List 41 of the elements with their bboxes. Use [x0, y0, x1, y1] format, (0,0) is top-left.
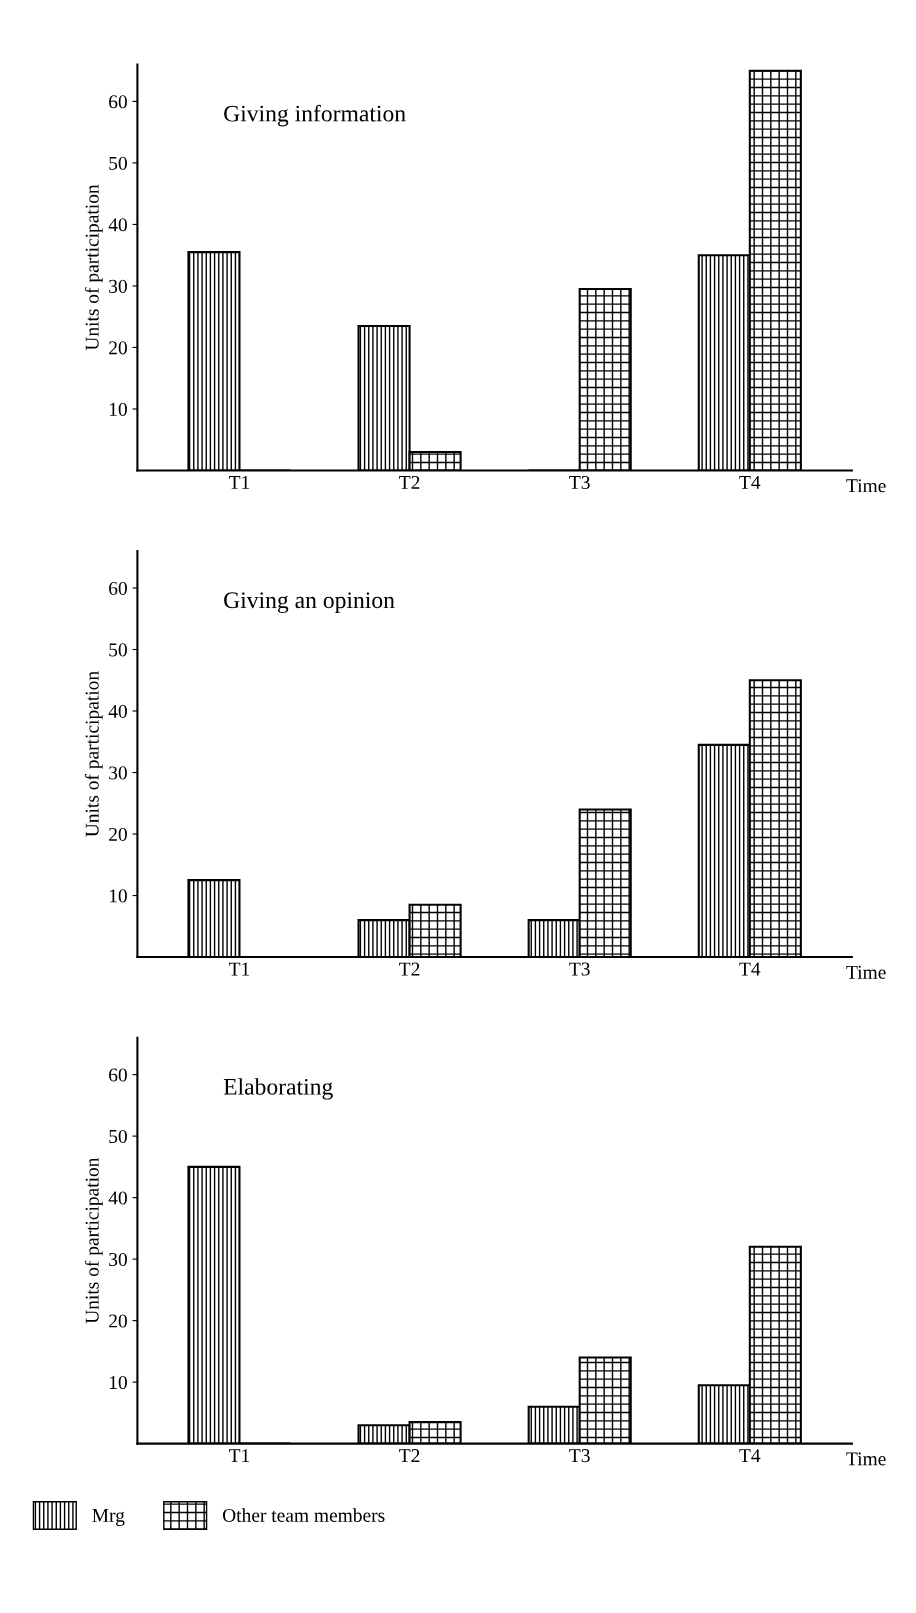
- y-tick-label: 50: [109, 156, 127, 170]
- y-tick-label: 40: [108, 1191, 127, 1205]
- y-tick-label: 20: [109, 827, 127, 841]
- x-axis-title: Time: [846, 965, 886, 979]
- y-tick-label: 10: [109, 402, 127, 416]
- x-tick-label: T4: [739, 476, 761, 489]
- y-tick-label: 40: [108, 218, 127, 232]
- y-tick-label: 50: [109, 1129, 127, 1144]
- y-tick-label: 20: [109, 341, 127, 355]
- text: Giving an opinion: [224, 592, 395, 614]
- y-tick-label: 60: [109, 1068, 127, 1082]
- y-tick-label: 60: [109, 581, 127, 595]
- y-axis-title: Units of participation: [84, 1157, 103, 1324]
- x-tick-label: T3: [569, 962, 590, 976]
- x-tick-label: T3: [569, 1449, 590, 1463]
- y-tick-label: 20: [109, 1314, 127, 1328]
- legend-label: Other team members: [222, 1508, 385, 1522]
- y-tick-label: 30: [109, 279, 127, 293]
- y-tick-label: 30: [109, 766, 127, 780]
- x-tick-label: T2: [399, 962, 420, 976]
- x-axis-title: Time: [846, 479, 886, 493]
- x-axis-title: Time: [846, 1452, 886, 1466]
- y-axis-title: Units of participation: [84, 671, 103, 837]
- x-tick-label: T2: [399, 475, 420, 489]
- x-tick-label: T4: [739, 962, 761, 976]
- text: Giving information: [224, 104, 406, 127]
- x-tick-label: T1: [229, 962, 250, 976]
- y-tick-label: 60: [109, 95, 127, 109]
- y-tick-label: 30: [109, 1252, 127, 1267]
- y-tick-label: 10: [109, 1375, 127, 1390]
- y-tick-label: 10: [109, 889, 127, 903]
- y-tick-label: 50: [109, 643, 127, 657]
- y-tick-label: 40: [108, 704, 127, 718]
- x-tick-label: T1: [229, 1449, 250, 1462]
- x-tick-label: T3: [569, 475, 590, 489]
- x-tick-label: T1: [229, 475, 250, 489]
- text: Elaborating: [223, 1078, 333, 1100]
- x-tick-label: T2: [399, 1449, 420, 1462]
- x-tick-label: T4: [739, 1449, 761, 1462]
- y-axis-title: Units of participation: [84, 184, 103, 351]
- legend-label: Mrg: [92, 1509, 125, 1526]
